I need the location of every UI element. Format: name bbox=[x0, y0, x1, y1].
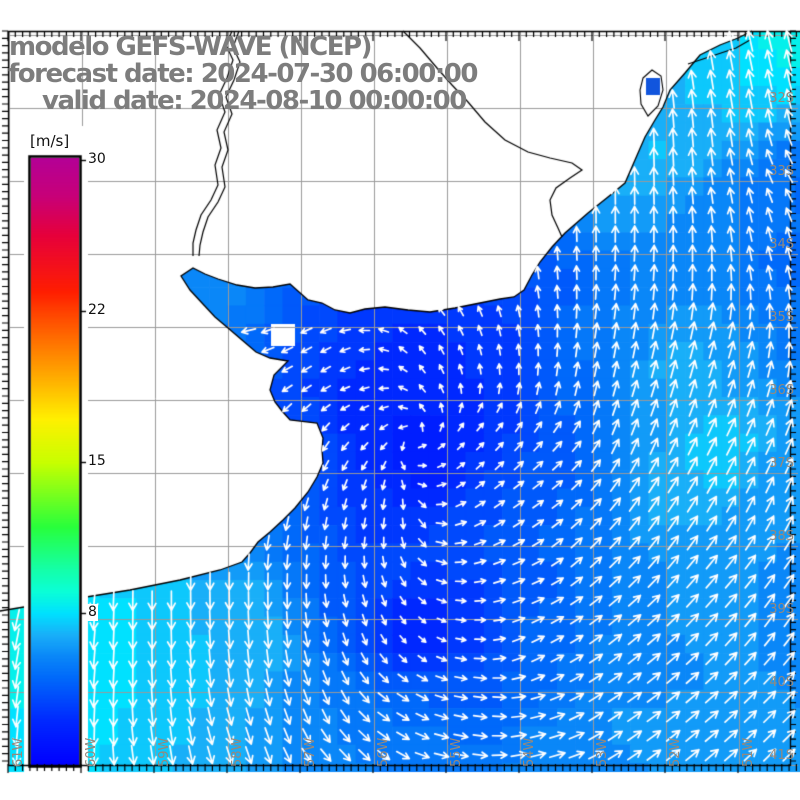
lon-label-56W: 56W bbox=[376, 737, 391, 767]
colorbar-tick-30: 30 bbox=[87, 151, 107, 168]
lat-label-37S: 37S bbox=[769, 456, 794, 471]
colorbar-tick-22: 22 bbox=[87, 302, 107, 319]
lon-label-58W: 58W bbox=[230, 737, 245, 767]
lon-label-53W: 53W bbox=[595, 737, 610, 767]
lat-label-34S: 34S bbox=[769, 237, 794, 252]
colorbar-tick-15: 15 bbox=[87, 453, 107, 470]
lat-label-39S: 39S bbox=[769, 602, 794, 617]
lat-label-38S: 38S bbox=[769, 529, 794, 544]
lon-label-61W: 61W bbox=[11, 737, 26, 767]
lon-label-57W: 57W bbox=[303, 737, 318, 767]
lat-label-40S: 40S bbox=[769, 675, 794, 690]
lat-label-41S: 41S bbox=[769, 748, 794, 763]
lon-label-51W: 51W bbox=[741, 737, 756, 767]
lon-label-54W: 54W bbox=[522, 737, 537, 767]
lon-label-60W: 60W bbox=[84, 737, 99, 767]
lon-label-55W: 55W bbox=[449, 737, 464, 767]
lat-label-32S: 32S bbox=[769, 91, 794, 106]
colorbar-unit-label: [m/s] bbox=[28, 132, 72, 150]
lat-label-35S: 35S bbox=[769, 310, 794, 325]
lon-label-52W: 52W bbox=[668, 737, 683, 767]
colorbar-tick-8: 8 bbox=[87, 604, 98, 621]
lon-label-59W: 59W bbox=[157, 737, 172, 767]
lat-label-33S: 33S bbox=[769, 164, 794, 179]
lat-label-36S: 36S bbox=[769, 383, 794, 398]
